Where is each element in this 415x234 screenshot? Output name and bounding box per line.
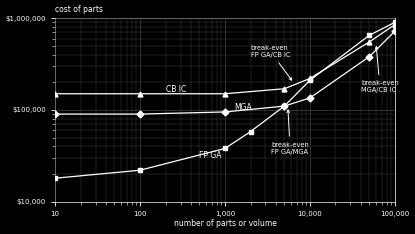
- X-axis label: number of parts or volume: number of parts or volume: [173, 219, 276, 228]
- Text: break-even
FP GA/CB IC: break-even FP GA/CB IC: [251, 45, 292, 80]
- Text: break-even
MGA/CB IC: break-even MGA/CB IC: [361, 47, 399, 93]
- Text: break-even
FP GA/MGA: break-even FP GA/MGA: [271, 110, 309, 155]
- Text: FP GA: FP GA: [199, 151, 222, 160]
- Text: CB IC: CB IC: [166, 85, 186, 94]
- Text: MGA: MGA: [234, 103, 252, 113]
- Text: cost of parts: cost of parts: [55, 5, 103, 15]
